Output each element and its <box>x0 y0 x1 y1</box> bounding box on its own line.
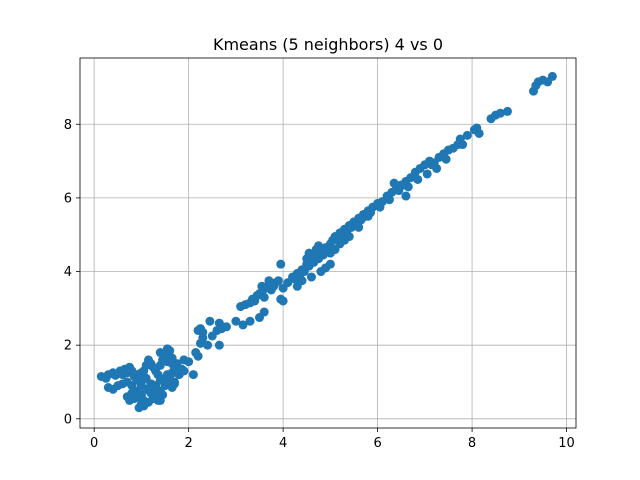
scatter-point <box>399 180 409 190</box>
scatter-point <box>375 202 385 212</box>
scatter-point <box>231 316 241 326</box>
scatter-point <box>422 169 432 179</box>
data-points <box>96 71 557 413</box>
scatter-point <box>259 307 269 317</box>
x-tick-label: 8 <box>468 436 476 451</box>
scatter-point <box>198 327 208 337</box>
scatter-point <box>191 348 201 358</box>
x-tick-label: 6 <box>373 436 381 451</box>
scatter-point <box>354 222 364 232</box>
chart-title: Kmeans (5 neighbors) 4 vs 0 <box>213 35 443 54</box>
scatter-point <box>259 292 269 302</box>
y-tick-label: 0 <box>64 412 72 427</box>
scatter-point <box>495 108 505 118</box>
y-axis-ticks: 0 2 4 6 8 <box>64 118 80 427</box>
scatter-point <box>141 397 151 407</box>
scatter-point <box>177 364 187 374</box>
x-axis-ticks: 0 2 4 6 8 10 <box>90 428 575 451</box>
scatter-point <box>503 106 513 116</box>
scatter-point <box>455 134 465 144</box>
scatter-point <box>427 160 437 170</box>
scatter-point <box>389 178 399 188</box>
scatter-point <box>384 195 394 205</box>
scatter-point <box>184 357 194 367</box>
scatter-point <box>413 174 423 184</box>
scatter-point <box>167 383 177 393</box>
scatter-point <box>330 244 340 254</box>
scatter-point <box>441 154 451 164</box>
scatter-point <box>245 316 255 326</box>
scatter-point <box>214 340 224 350</box>
scatter-point <box>188 370 198 380</box>
scatter-point <box>146 379 156 389</box>
scatter-point <box>278 296 288 306</box>
scatter-point <box>297 276 307 286</box>
scatter-point <box>165 346 175 356</box>
scatter-point <box>314 241 324 251</box>
scatter-point <box>158 355 168 365</box>
scatter-point <box>221 322 231 332</box>
scatter-point <box>340 235 350 245</box>
scatter-point <box>158 390 168 400</box>
scatter-point <box>462 130 472 140</box>
scatter-point <box>547 71 557 81</box>
scatter-point <box>273 276 283 286</box>
scatter-point <box>306 272 316 282</box>
scatter-point <box>203 340 213 350</box>
scatter-point <box>238 320 248 330</box>
x-tick-label: 0 <box>90 436 98 451</box>
y-tick-label: 4 <box>64 265 72 280</box>
plot-area-frame <box>79 57 577 429</box>
scatter-point <box>205 316 215 326</box>
scatter-point <box>304 248 314 258</box>
x-tick-label: 4 <box>279 436 287 451</box>
scatter-point <box>264 276 274 286</box>
x-tick-label: 10 <box>558 436 575 451</box>
y-tick-label: 6 <box>64 191 72 206</box>
y-tick-label: 8 <box>64 118 72 133</box>
scatter-point <box>363 211 373 221</box>
scatter-point <box>257 281 267 291</box>
x-tick-label: 2 <box>185 436 193 451</box>
scatter-point <box>401 191 411 201</box>
scatter-point <box>474 128 484 138</box>
scatter-point <box>325 259 335 269</box>
scatter-point <box>276 259 286 269</box>
scatter-point <box>169 362 179 372</box>
y-tick-label: 2 <box>64 339 72 354</box>
